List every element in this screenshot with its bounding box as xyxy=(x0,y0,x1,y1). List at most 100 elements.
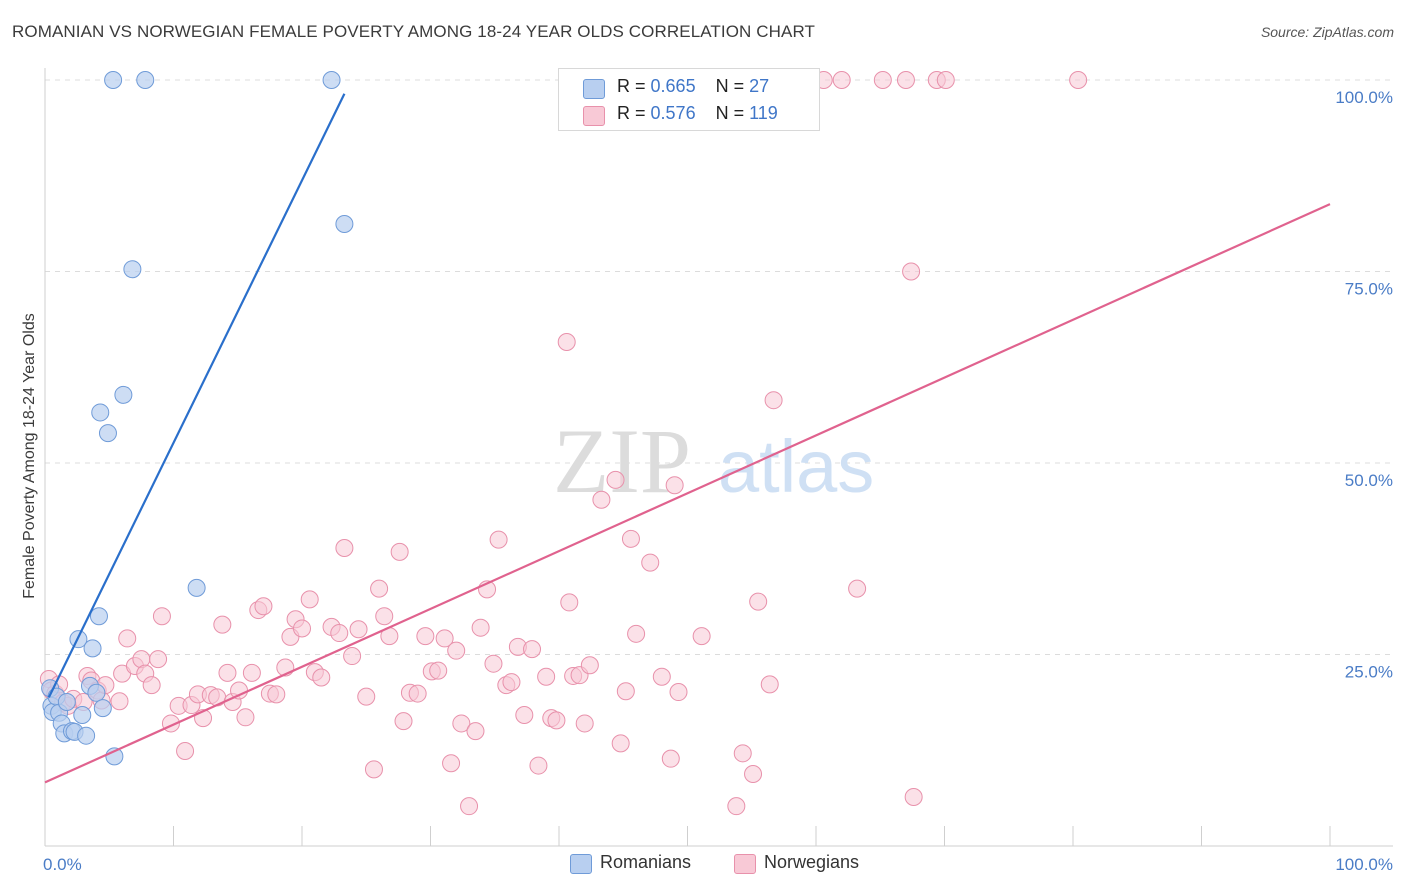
norwegian-point xyxy=(760,675,779,694)
romanian-point xyxy=(136,71,155,89)
norwegian-point xyxy=(592,490,611,509)
n-label: N = xyxy=(715,76,745,96)
norwegian-point xyxy=(749,592,768,611)
romanian-point xyxy=(87,683,106,702)
norwegian-point xyxy=(230,681,249,700)
n-label: N = xyxy=(715,103,745,123)
watermark-atlas: atlas xyxy=(718,425,874,508)
norwegians-n-value: 119 xyxy=(749,103,778,123)
norwegian-point xyxy=(832,71,851,89)
norwegian-point xyxy=(606,470,625,489)
norwegian-point xyxy=(460,797,479,816)
axes xyxy=(44,68,1393,847)
norwegian-point xyxy=(733,744,752,763)
chart-title: ROMANIAN VS NORWEGIAN FEMALE POVERTY AMO… xyxy=(12,22,816,41)
norwegian-point xyxy=(364,760,383,779)
norwegian-point xyxy=(936,71,955,89)
r-label: R = xyxy=(617,76,646,96)
y-tick-label: 75.0% xyxy=(1345,280,1393,299)
norwegian-point xyxy=(330,624,349,643)
norwegian-point xyxy=(896,71,915,89)
norwegian-point xyxy=(523,640,542,659)
norwegian-point xyxy=(902,262,921,281)
romanian-point xyxy=(114,385,133,404)
romanians-series xyxy=(41,71,354,766)
norwegian-point xyxy=(537,667,556,686)
norwegian-point xyxy=(213,615,232,634)
romanian-point xyxy=(335,215,354,234)
grid-lines xyxy=(45,79,1393,655)
norwegian-point xyxy=(149,650,168,669)
norwegian-point xyxy=(452,714,471,733)
norwegian-point xyxy=(242,663,261,682)
romanians-swatch xyxy=(583,79,605,99)
norwegian-point xyxy=(727,797,746,816)
norwegian-point xyxy=(442,754,461,773)
norwegian-point xyxy=(904,787,923,806)
romanian-point xyxy=(89,607,108,626)
norwegians-swatch xyxy=(583,106,605,126)
norwegian-point xyxy=(515,706,534,725)
romanian-point xyxy=(322,71,341,89)
norwegian-point xyxy=(764,391,783,410)
norwegian-point xyxy=(665,476,684,495)
romanian-point xyxy=(123,260,142,279)
norwegian-point xyxy=(580,656,599,675)
norwegian-point xyxy=(312,668,331,687)
chart-source: Source: ZipAtlas.com xyxy=(1260,24,1394,40)
norwegian-point xyxy=(370,579,389,598)
norwegian-point xyxy=(152,607,171,626)
norwegian-point xyxy=(429,661,448,680)
y-tick-label: 50.0% xyxy=(1345,471,1393,490)
norwegians-legend-swatch xyxy=(734,854,756,874)
norwegian-point xyxy=(873,71,892,89)
norwegian-point xyxy=(267,685,286,704)
romanian-point xyxy=(98,424,117,443)
legend-norwegians-text: R = 0.576 N = 119 xyxy=(617,103,778,124)
romanian-point xyxy=(187,578,206,597)
tick-labels: 25.0% 50.0% 75.0% 100.0% 0.0% 100.0% xyxy=(43,88,1393,874)
norwegian-point xyxy=(394,712,413,731)
romanians-trendline xyxy=(47,93,346,698)
norwegian-point xyxy=(335,539,354,558)
norwegians-trendline xyxy=(44,203,1331,784)
romanian-point xyxy=(93,699,112,718)
norwegian-point xyxy=(236,708,255,727)
norwegian-point xyxy=(300,590,319,609)
y-tick-label: 25.0% xyxy=(1345,663,1393,682)
norwegian-point xyxy=(557,332,576,351)
norwegian-point xyxy=(176,742,195,761)
norwegian-point xyxy=(466,722,485,741)
romanian-point xyxy=(73,706,92,725)
romanian-point xyxy=(57,692,76,711)
norwegian-point xyxy=(529,756,548,775)
x-tick-label: 100.0% xyxy=(1335,855,1393,874)
norwegian-point xyxy=(621,529,640,548)
norwegian-point xyxy=(254,597,273,616)
norwegian-point xyxy=(357,687,376,706)
norwegians-r-value: 0.576 xyxy=(650,103,696,123)
norwegian-point xyxy=(142,676,161,695)
norwegian-point xyxy=(1069,71,1088,89)
norwegian-point xyxy=(390,542,409,561)
norwegian-point xyxy=(641,553,660,572)
norwegian-point xyxy=(343,647,362,666)
norwegian-point xyxy=(547,711,566,730)
norwegian-point xyxy=(218,663,237,682)
romanians-r-value: 0.665 xyxy=(650,76,696,96)
norwegian-point xyxy=(575,714,594,733)
norwegian-point xyxy=(293,619,311,638)
norwegian-point xyxy=(692,627,711,646)
romanians-legend-swatch xyxy=(570,854,592,874)
norwegian-point xyxy=(560,593,579,612)
watermark: ZIP atlas xyxy=(553,410,874,512)
norwegian-point xyxy=(349,620,368,639)
norwegian-point xyxy=(110,692,129,711)
romanian-point xyxy=(91,403,110,422)
norwegian-point xyxy=(502,673,521,692)
norwegian-point xyxy=(416,627,435,646)
legend-romanians-text: R = 0.665 N = 27 xyxy=(617,76,769,97)
norwegian-point xyxy=(471,618,490,637)
norwegian-point xyxy=(375,607,394,626)
romanian-point xyxy=(104,71,123,89)
